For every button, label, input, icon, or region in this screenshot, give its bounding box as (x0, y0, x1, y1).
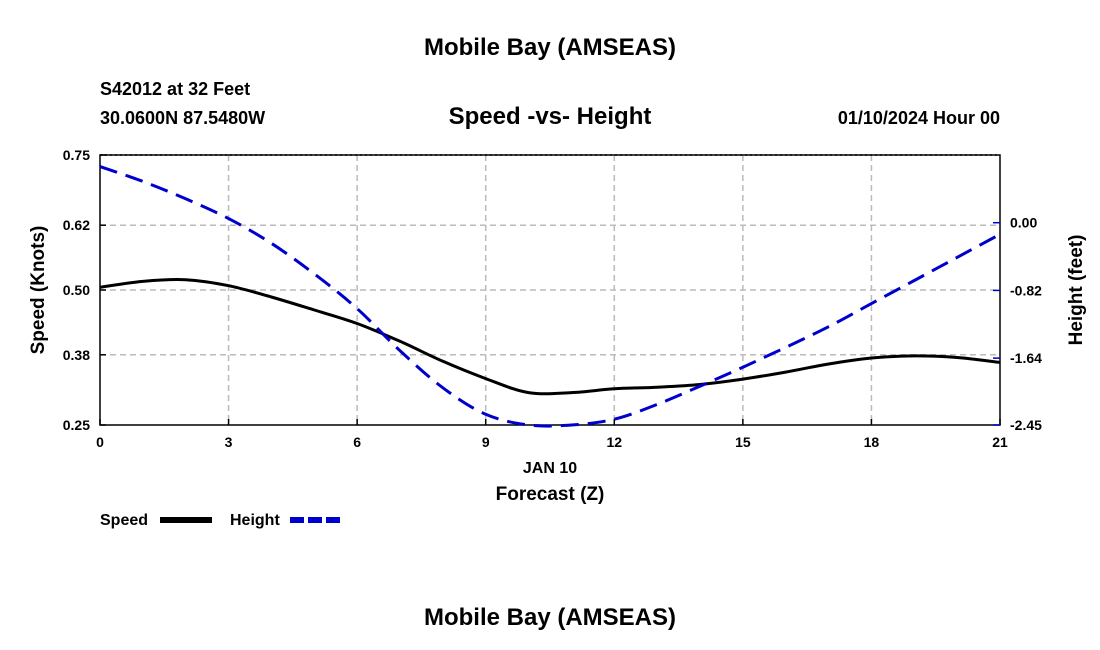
page-title: Mobile Bay (AMSEAS) (424, 34, 676, 61)
station-coords: 30.0600N 87.5480W (100, 108, 265, 128)
legend-height-label: Height (230, 512, 280, 529)
x-axis-ticks: 0 3 6 9 12 15 18 21 (96, 419, 1008, 450)
series-speed-line (99, 277, 1001, 396)
left-tick-label: 0.50 (63, 282, 90, 298)
x-tick-label: 21 (992, 434, 1008, 450)
x-axis-label: Forecast (Z) (496, 484, 605, 505)
x-tick-label: 18 (864, 434, 880, 450)
left-tick-label: 0.38 (63, 347, 90, 363)
x-tick-label: 12 (606, 434, 622, 450)
left-axis-ticks: 0.75 0.62 0.50 0.38 0.25 (63, 147, 106, 433)
left-tick-label: 0.25 (63, 417, 90, 433)
left-tick-label: 0.62 (63, 217, 90, 233)
legend-speed-label: Speed (100, 512, 148, 529)
x-date-label: JAN 10 (523, 460, 577, 477)
x-tick-label: 0 (96, 434, 104, 450)
y-axis-right-label: Height (feet) (1066, 235, 1087, 346)
right-tick-label: -0.82 (1010, 282, 1042, 298)
right-tick-label: -2.45 (1010, 417, 1042, 433)
x-tick-label: 6 (353, 434, 361, 450)
station-name: S42012 at 32 Feet (100, 79, 250, 99)
x-tick-label: 9 (482, 434, 490, 450)
grid-lines (100, 155, 1000, 425)
right-axis-ticks: 0.00 -0.82 -1.64 -2.45 (993, 215, 1042, 433)
footer-title: Mobile Bay (AMSEAS) (424, 604, 676, 631)
chart-title: Speed -vs- Height (449, 103, 652, 130)
right-tick-label: -1.64 (1010, 350, 1042, 366)
right-tick-label: 0.00 (1010, 215, 1037, 231)
series-height-line (99, 165, 1001, 428)
forecast-time: 01/10/2024 Hour 00 (838, 108, 1000, 128)
x-tick-label: 15 (735, 434, 751, 450)
left-tick-label: 0.75 (63, 147, 90, 163)
y-axis-left-label: Speed (Knots) (28, 226, 49, 355)
legend: Speed Height (100, 512, 342, 529)
x-tick-label: 3 (225, 434, 233, 450)
